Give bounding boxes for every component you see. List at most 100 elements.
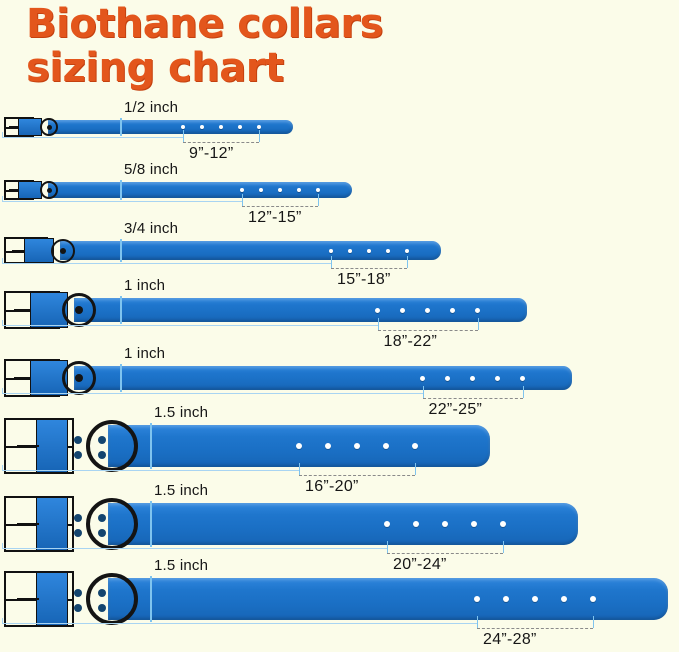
- size-bracket: [422, 398, 523, 399]
- size-bracket-start-tick: [422, 386, 424, 398]
- buckle-prong: [9, 126, 19, 128]
- adjustment-hole: [384, 521, 390, 527]
- width-tick: [150, 576, 152, 622]
- d-ring: [86, 420, 138, 472]
- collar-strap: [48, 120, 293, 134]
- size-range-label: 22”-25”: [428, 401, 483, 418]
- collar-strap: [108, 578, 668, 620]
- size-range-label: 20”-24”: [393, 556, 447, 573]
- buckle-prong: [16, 445, 39, 447]
- strap-rivet: [74, 604, 82, 613]
- adjustment-hole: [500, 521, 506, 527]
- adjustment-hole: [471, 521, 477, 527]
- strap-rivet: [74, 529, 82, 538]
- strap-rivet: [74, 435, 82, 444]
- d-ring: [86, 498, 138, 550]
- size-bracket: [377, 330, 478, 331]
- size-range-label: 18”-22”: [383, 333, 438, 350]
- size-bracket-end-tick: [477, 318, 479, 330]
- adjustment-hole: [532, 596, 538, 602]
- d-ring-center: [75, 306, 83, 314]
- width-label: 1 inch: [124, 345, 166, 362]
- page-title: Biothane collars sizing chart: [26, 1, 383, 91]
- baseline-guide: [2, 623, 477, 624]
- baseline-start-tick: [2, 388, 3, 394]
- adjustment-hole: [383, 443, 389, 449]
- buckle-strap-end: [29, 360, 68, 396]
- adjustment-hole: [259, 188, 263, 192]
- adjustment-hole: [329, 248, 333, 253]
- width-tick: [120, 239, 122, 262]
- buckle-strap-end: [17, 118, 42, 136]
- baseline-guide: [2, 470, 299, 471]
- width-tick: [120, 180, 122, 200]
- buckle-strap-end: [36, 419, 68, 473]
- buckle-prong: [14, 309, 32, 311]
- size-bracket: [183, 142, 259, 143]
- baseline-start-tick: [2, 320, 3, 326]
- width-tick: [120, 296, 122, 324]
- size-bracket-start-tick: [183, 130, 184, 142]
- adjustment-hole: [590, 596, 596, 602]
- width-tick: [150, 501, 152, 547]
- adjustment-hole: [297, 188, 301, 192]
- size-bracket-end-tick: [503, 541, 504, 553]
- adjustment-hole: [238, 125, 242, 129]
- adjustment-hole: [425, 307, 430, 313]
- strap-rivet: [74, 451, 82, 460]
- size-bracket: [331, 268, 407, 269]
- size-bracket: [387, 553, 503, 554]
- adjustment-hole: [495, 375, 500, 381]
- buckle-strap-end: [24, 238, 54, 263]
- size-range-label: 16”-20”: [305, 478, 359, 495]
- baseline-guide: [2, 325, 378, 326]
- buckle-prong: [14, 377, 32, 379]
- size-range-label: 15”-18”: [337, 271, 391, 288]
- d-ring-center: [46, 187, 52, 193]
- strap-rivet: [74, 513, 82, 522]
- baseline-guide: [2, 393, 423, 394]
- buckle-strap-end: [17, 181, 42, 199]
- baseline-start-tick: [2, 618, 3, 624]
- width-label: 1.5 inch: [154, 557, 209, 574]
- adjustment-hole: [219, 125, 223, 129]
- buckle-strap-end: [29, 292, 68, 328]
- width-label: 1.5 inch: [154, 482, 209, 499]
- adjustment-hole: [405, 248, 409, 253]
- size-range-label: 24”-28”: [483, 631, 537, 648]
- baseline-start-tick: [2, 196, 3, 202]
- size-bracket-end-tick: [522, 386, 524, 398]
- baseline-guide: [2, 137, 183, 138]
- buckle-strap-end: [36, 572, 68, 626]
- d-ring: [86, 573, 138, 625]
- adjustment-hole: [367, 248, 371, 253]
- size-range-label: 12”-15”: [248, 209, 302, 226]
- width-tick: [120, 364, 122, 392]
- adjustment-hole: [442, 521, 448, 527]
- adjustment-hole: [316, 188, 320, 192]
- collar-strap: [74, 298, 527, 322]
- width-label: 1 inch: [124, 277, 166, 294]
- size-bracket-end-tick: [407, 256, 408, 268]
- adjustment-hole: [257, 125, 261, 129]
- adjustment-hole: [445, 375, 450, 381]
- adjustment-hole: [354, 443, 360, 449]
- adjustment-hole: [470, 375, 475, 381]
- d-ring-center: [75, 374, 83, 382]
- collar-strap: [60, 241, 441, 260]
- size-bracket: [242, 206, 318, 207]
- adjustment-hole: [325, 443, 331, 449]
- adjustment-hole: [348, 248, 352, 253]
- buckle-prong: [11, 249, 25, 252]
- d-ring: [40, 181, 58, 199]
- adjustment-hole: [181, 125, 185, 129]
- width-tick: [150, 423, 152, 469]
- width-tick: [120, 118, 122, 136]
- baseline-start-tick: [2, 132, 3, 138]
- adjustment-hole: [413, 521, 419, 527]
- size-range-label: 9”-12”: [189, 145, 234, 162]
- buckle-prong: [16, 523, 39, 525]
- adjustment-hole: [412, 443, 418, 449]
- adjustment-hole: [561, 596, 567, 602]
